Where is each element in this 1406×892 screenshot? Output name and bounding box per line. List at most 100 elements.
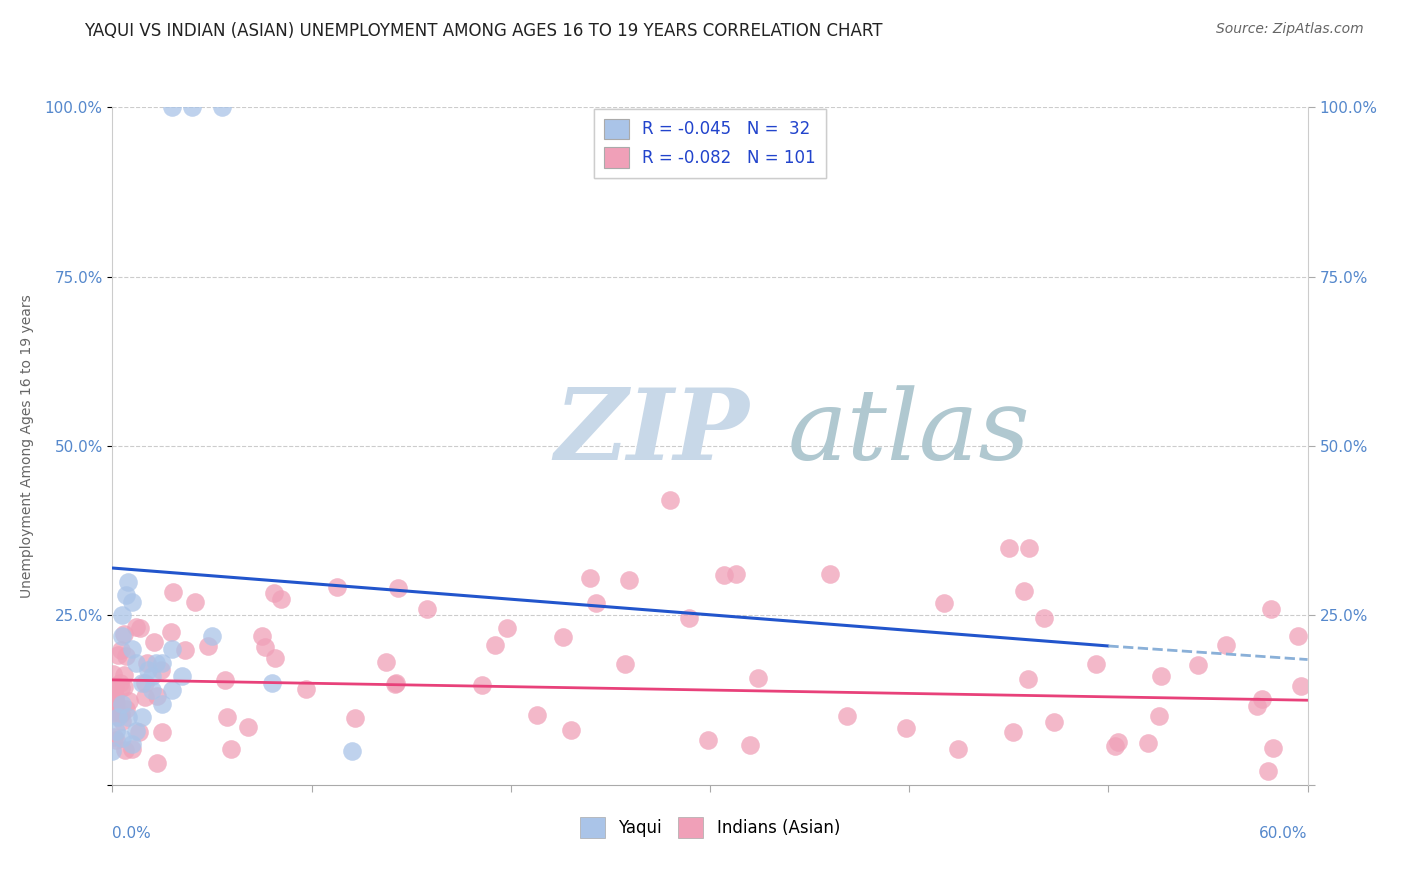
Point bbox=[125, 723, 148, 738]
Point bbox=[1257, 764, 1279, 779]
Point bbox=[131, 676, 153, 690]
Legend: R = -0.045   N =  32, R = -0.082   N = 101: R = -0.045 N = 32, R = -0.082 N = 101 bbox=[595, 109, 825, 178]
Point bbox=[1002, 724, 1025, 739]
Point bbox=[1263, 740, 1285, 755]
Point bbox=[150, 724, 173, 739]
Point bbox=[1260, 602, 1282, 616]
Point bbox=[141, 669, 163, 683]
Point bbox=[1147, 709, 1170, 723]
Point bbox=[294, 682, 316, 697]
Point bbox=[932, 596, 955, 610]
Point bbox=[104, 690, 127, 704]
Point bbox=[103, 706, 125, 721]
Point bbox=[117, 574, 139, 589]
Point bbox=[112, 667, 135, 681]
Point bbox=[1286, 629, 1309, 643]
Point bbox=[172, 669, 194, 683]
Point bbox=[138, 663, 160, 677]
Point bbox=[160, 625, 183, 640]
Point bbox=[579, 571, 602, 585]
Point bbox=[496, 621, 519, 635]
Point bbox=[260, 676, 283, 690]
Point bbox=[619, 573, 641, 587]
Point bbox=[585, 596, 607, 610]
Point bbox=[221, 741, 243, 756]
Point bbox=[101, 704, 124, 718]
Point bbox=[1246, 699, 1268, 714]
Point bbox=[1018, 541, 1040, 555]
Text: YAQUI VS INDIAN (ASIAN) UNEMPLOYMENT AMONG AGES 16 TO 19 YEARS CORRELATION CHART: YAQUI VS INDIAN (ASIAN) UNEMPLOYMENT AMO… bbox=[84, 22, 883, 40]
Point bbox=[134, 690, 156, 705]
Point bbox=[263, 586, 285, 600]
Point bbox=[1043, 714, 1066, 729]
Point bbox=[250, 629, 273, 643]
Point bbox=[162, 100, 183, 114]
Point bbox=[215, 710, 238, 724]
Point bbox=[104, 697, 127, 711]
Point bbox=[105, 723, 128, 738]
Point bbox=[146, 689, 169, 703]
Point bbox=[1187, 658, 1209, 673]
Point bbox=[111, 697, 134, 711]
Point bbox=[125, 656, 148, 670]
Point bbox=[162, 642, 183, 657]
Point bbox=[121, 741, 143, 756]
Text: 60.0%: 60.0% bbox=[1260, 826, 1308, 840]
Text: atlas: atlas bbox=[787, 384, 1031, 480]
Point bbox=[134, 676, 156, 690]
Point bbox=[107, 710, 129, 724]
Point bbox=[125, 620, 148, 634]
Point bbox=[713, 567, 735, 582]
Point bbox=[340, 744, 363, 758]
Point bbox=[118, 694, 141, 708]
Point bbox=[103, 730, 125, 744]
Point bbox=[343, 711, 366, 725]
Point bbox=[110, 706, 132, 721]
Point bbox=[108, 676, 131, 690]
Point bbox=[725, 567, 748, 582]
Point bbox=[111, 629, 134, 643]
Point bbox=[659, 493, 682, 508]
Point bbox=[1136, 736, 1159, 750]
Point bbox=[121, 737, 143, 751]
Point bbox=[149, 663, 172, 677]
Point bbox=[131, 710, 153, 724]
Point bbox=[1085, 657, 1108, 671]
Point bbox=[115, 649, 138, 664]
Point bbox=[145, 656, 167, 670]
Point bbox=[110, 714, 132, 728]
Point bbox=[948, 742, 970, 756]
Point bbox=[214, 673, 236, 687]
Point bbox=[738, 738, 761, 752]
Point bbox=[264, 651, 287, 665]
Text: 0.0%: 0.0% bbox=[112, 826, 152, 840]
Point bbox=[1017, 672, 1039, 686]
Text: Source: ZipAtlas.com: Source: ZipAtlas.com bbox=[1216, 22, 1364, 37]
Point bbox=[143, 634, 166, 648]
Point bbox=[181, 100, 204, 114]
Point bbox=[1014, 583, 1036, 598]
Point bbox=[105, 696, 128, 710]
Point bbox=[560, 723, 582, 737]
Point bbox=[117, 710, 139, 724]
Point bbox=[174, 642, 197, 657]
Point bbox=[110, 681, 132, 695]
Point bbox=[112, 627, 135, 641]
Point bbox=[835, 708, 858, 723]
Point bbox=[747, 672, 769, 686]
Point bbox=[128, 724, 150, 739]
Point bbox=[145, 756, 167, 770]
Point bbox=[104, 733, 127, 747]
Point bbox=[101, 703, 124, 717]
Point bbox=[114, 743, 136, 757]
Point bbox=[326, 580, 349, 594]
Point bbox=[121, 642, 143, 657]
Point bbox=[696, 732, 718, 747]
Point bbox=[998, 541, 1021, 555]
Point bbox=[471, 678, 494, 692]
Point bbox=[103, 679, 125, 693]
Point bbox=[678, 610, 700, 624]
Point bbox=[1104, 739, 1126, 753]
Point bbox=[129, 621, 152, 635]
Point bbox=[211, 100, 233, 114]
